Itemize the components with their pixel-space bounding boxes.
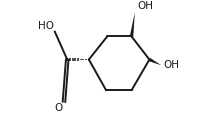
Text: O: O: [55, 103, 63, 113]
Text: OH: OH: [163, 60, 179, 70]
Polygon shape: [149, 58, 161, 65]
Text: OH: OH: [137, 1, 153, 11]
Text: HO: HO: [38, 21, 54, 31]
Polygon shape: [130, 12, 135, 37]
